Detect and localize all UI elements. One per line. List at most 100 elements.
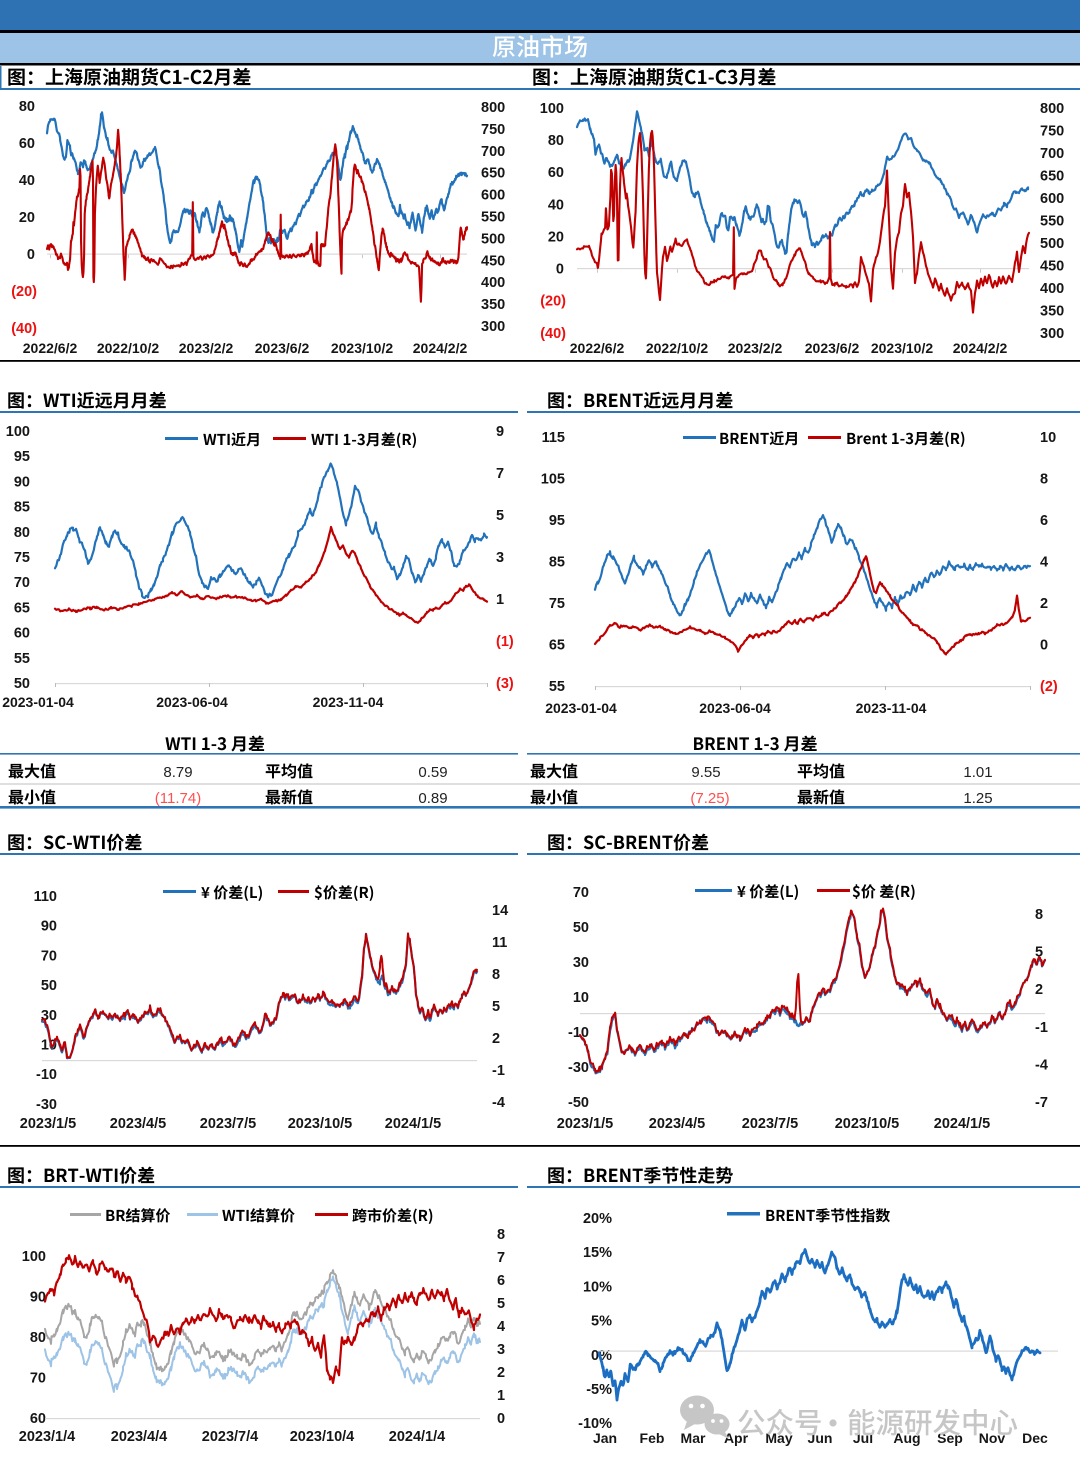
svg-text:-10: -10: [568, 1025, 589, 1041]
svg-text:3: 3: [497, 1342, 505, 1358]
svg-text:100: 100: [22, 1249, 46, 1265]
svg-text:9.55: 9.55: [691, 764, 720, 781]
svg-text:20%: 20%: [583, 1211, 612, 1227]
svg-text:2: 2: [492, 1031, 500, 1047]
svg-text:85: 85: [14, 500, 30, 516]
svg-text:0: 0: [497, 1411, 505, 1427]
svg-text:80: 80: [14, 525, 30, 541]
svg-text:2023/1/5: 2023/1/5: [20, 1116, 76, 1132]
svg-text:-1: -1: [492, 1063, 505, 1079]
svg-text:750: 750: [1040, 124, 1064, 140]
svg-text:350: 350: [481, 297, 505, 313]
svg-text:(3): (3): [496, 676, 514, 692]
svg-text:Jun: Jun: [808, 1430, 833, 1446]
svg-text:-4: -4: [492, 1095, 505, 1111]
svg-text:Jan: Jan: [593, 1430, 617, 1446]
svg-text:7: 7: [497, 1250, 505, 1266]
svg-text:2023/4/5: 2023/4/5: [110, 1116, 166, 1132]
svg-text:2022/10/2: 2022/10/2: [646, 340, 708, 356]
svg-text:1: 1: [497, 1388, 505, 1404]
svg-text:2023/10/5: 2023/10/5: [835, 1116, 900, 1132]
svg-text:2022/10/2: 2022/10/2: [97, 340, 159, 356]
svg-text:400: 400: [1040, 281, 1064, 297]
svg-text:2023/10/2: 2023/10/2: [331, 340, 393, 356]
svg-text:-50: -50: [568, 1095, 589, 1111]
svg-text:(7.25): (7.25): [690, 790, 729, 807]
svg-text:8: 8: [1040, 472, 1048, 488]
svg-text:80: 80: [30, 1330, 46, 1346]
svg-text:90: 90: [14, 474, 30, 490]
svg-text:2: 2: [1040, 596, 1048, 612]
svg-text:(20): (20): [540, 294, 566, 310]
svg-text:(11.74): (11.74): [155, 790, 201, 807]
svg-text:-10: -10: [36, 1067, 57, 1083]
svg-text:2024/2/2: 2024/2/2: [413, 340, 468, 356]
svg-text:Apr: Apr: [724, 1430, 749, 1446]
svg-text:-1: -1: [1035, 1020, 1048, 1036]
svg-text:2024/1/5: 2024/1/5: [385, 1116, 441, 1132]
svg-text:1.01: 1.01: [963, 764, 992, 781]
svg-text:650: 650: [1040, 169, 1064, 185]
svg-text:Feb: Feb: [640, 1430, 665, 1446]
svg-text:2022/6/2: 2022/6/2: [570, 340, 625, 356]
svg-text:10: 10: [41, 1038, 57, 1054]
svg-text:60: 60: [14, 626, 30, 642]
svg-text:4: 4: [1040, 555, 1048, 571]
svg-text:2023/10/2: 2023/10/2: [871, 340, 933, 356]
svg-text:(2): (2): [1040, 679, 1058, 695]
svg-text:85: 85: [549, 555, 565, 571]
svg-text:2023/7/5: 2023/7/5: [742, 1116, 798, 1132]
svg-text:50: 50: [41, 978, 57, 994]
svg-text:800: 800: [1040, 101, 1064, 117]
svg-text:80: 80: [19, 99, 35, 115]
svg-text:6: 6: [1040, 513, 1048, 529]
svg-text:400: 400: [481, 275, 505, 291]
svg-text:2023/10/4: 2023/10/4: [290, 1429, 355, 1445]
svg-text:2023-11-04: 2023-11-04: [313, 694, 384, 710]
svg-text:5%: 5%: [591, 1314, 612, 1330]
svg-text:110: 110: [34, 889, 57, 905]
svg-text:70: 70: [30, 1371, 46, 1387]
svg-text:2024/1/5: 2024/1/5: [934, 1116, 990, 1132]
svg-text:75: 75: [549, 596, 565, 612]
svg-text:10: 10: [1040, 430, 1056, 446]
svg-text:0: 0: [1040, 638, 1048, 654]
svg-text:2: 2: [497, 1365, 505, 1381]
svg-text:600: 600: [1040, 191, 1064, 207]
svg-text:20: 20: [548, 230, 564, 246]
svg-text:0.59: 0.59: [418, 764, 447, 781]
svg-text:105: 105: [541, 472, 565, 488]
svg-text:95: 95: [14, 449, 30, 465]
svg-text:30: 30: [573, 955, 589, 971]
svg-text:-30: -30: [568, 1060, 589, 1076]
svg-text:(20): (20): [11, 284, 37, 300]
svg-text:70: 70: [41, 948, 57, 964]
svg-text:11: 11: [492, 935, 507, 951]
svg-text:6: 6: [497, 1273, 505, 1289]
svg-text:700: 700: [481, 144, 505, 160]
svg-text:8: 8: [492, 967, 500, 983]
svg-text:5: 5: [496, 508, 504, 524]
svg-text:14: 14: [492, 903, 508, 919]
svg-text:1: 1: [496, 592, 504, 608]
svg-text:(1): (1): [496, 634, 514, 650]
svg-text:650: 650: [481, 166, 505, 182]
svg-text:-30: -30: [36, 1097, 57, 1113]
svg-text:0: 0: [556, 262, 564, 278]
svg-text:Aug: Aug: [893, 1430, 920, 1446]
svg-text:7: 7: [496, 466, 504, 482]
svg-text:60: 60: [30, 1411, 46, 1427]
svg-text:450: 450: [1040, 259, 1064, 275]
svg-text:3: 3: [496, 550, 504, 566]
svg-text:2023-01-04: 2023-01-04: [2, 694, 74, 710]
svg-text:15%: 15%: [583, 1245, 612, 1261]
svg-text:2023-11-04: 2023-11-04: [856, 700, 927, 716]
svg-text:2023/4/5: 2023/4/5: [649, 1116, 705, 1132]
svg-text:95: 95: [549, 513, 565, 529]
svg-text:2023/7/5: 2023/7/5: [200, 1116, 256, 1132]
svg-text:20: 20: [19, 210, 35, 226]
svg-text:2: 2: [1035, 982, 1043, 998]
svg-text:750: 750: [481, 122, 505, 138]
svg-text:(40): (40): [11, 321, 37, 337]
svg-text:550: 550: [481, 210, 505, 226]
